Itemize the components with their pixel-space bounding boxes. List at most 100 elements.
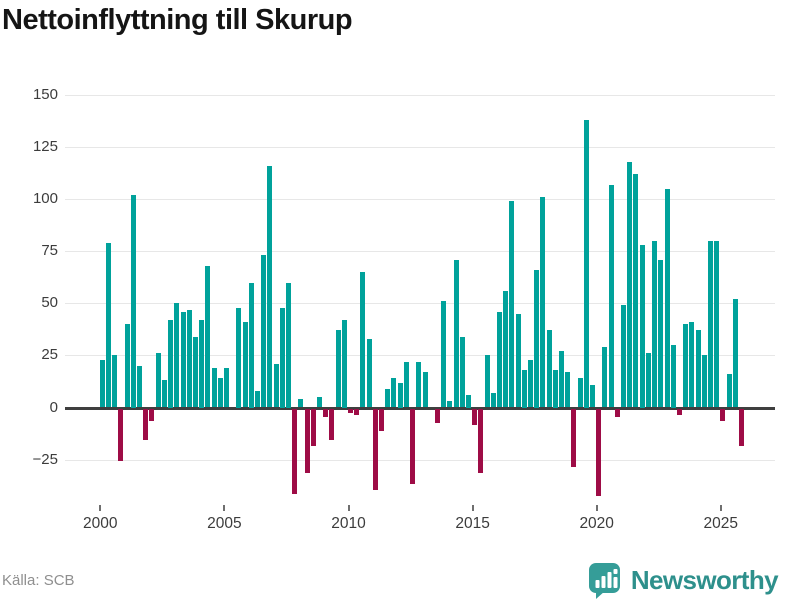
bar [397, 382, 403, 408]
bar [608, 184, 614, 408]
bar [354, 408, 360, 415]
bar [577, 378, 583, 408]
bar [521, 370, 527, 408]
bar [242, 322, 248, 408]
bar [329, 408, 335, 440]
bar [683, 324, 689, 408]
y-axis-label: 150 [32, 86, 58, 103]
bar [236, 307, 242, 408]
x-axis-tickmark [223, 505, 226, 511]
bar [161, 380, 167, 408]
bar [434, 408, 440, 424]
bar [341, 320, 347, 408]
y-axis-label: 0 [49, 398, 58, 416]
bar [217, 378, 223, 408]
x-axis-tickmark [595, 505, 598, 511]
bar [583, 120, 589, 408]
bar [199, 320, 205, 408]
bar [211, 367, 217, 408]
bar [273, 363, 279, 408]
bar [701, 355, 707, 408]
bar [447, 401, 453, 408]
bar [484, 355, 490, 408]
bar [515, 313, 521, 408]
bar [267, 165, 273, 408]
bar [205, 265, 211, 408]
bar [540, 197, 546, 408]
bar [372, 408, 378, 490]
bar [670, 345, 676, 408]
bar [509, 201, 515, 408]
bar [112, 355, 118, 408]
x-axis-tickmark [99, 505, 102, 511]
chart-title: Nettoinflyttning till Skurup [2, 4, 353, 36]
x-axis-label: 2020 [579, 515, 614, 532]
bar [323, 408, 329, 417]
bar [732, 299, 738, 408]
bar [726, 374, 732, 408]
gridline [65, 95, 775, 96]
bar [360, 272, 366, 408]
y-axis-label: 25 [41, 346, 58, 364]
bar [546, 330, 552, 408]
gridline [65, 251, 775, 253]
bar [590, 384, 595, 408]
bar [441, 301, 447, 408]
gridline [65, 459, 775, 461]
bar [627, 161, 633, 408]
bar [503, 290, 509, 408]
x-axis-label: 2010 [331, 515, 366, 532]
bar [465, 395, 471, 408]
newsworthy-wordmark: Newsworthy [630, 564, 779, 595]
bar [248, 282, 254, 408]
bar [106, 242, 111, 408]
bar [155, 353, 161, 408]
bar [180, 311, 186, 408]
bar [99, 359, 105, 408]
bar [130, 195, 136, 408]
bar [168, 320, 174, 408]
bar [410, 408, 416, 484]
bar [385, 388, 391, 408]
bar [348, 408, 353, 413]
bar [254, 390, 260, 408]
x-axis-zero-line [65, 406, 775, 410]
bar [559, 351, 564, 408]
x-axis-label: 2005 [207, 515, 242, 532]
bar [720, 408, 726, 421]
bar [317, 397, 322, 408]
x-axis-label: 2015 [455, 515, 490, 532]
bar [453, 259, 459, 408]
bar [335, 330, 341, 408]
bar [459, 336, 465, 408]
source-label: Källa: SCB [2, 572, 75, 589]
bar [304, 408, 310, 474]
bar [285, 282, 291, 408]
bar [652, 240, 657, 408]
bar [279, 307, 285, 408]
bar [124, 324, 130, 408]
bar [472, 408, 478, 426]
bar [416, 361, 422, 408]
bar [223, 367, 229, 408]
bar [391, 378, 397, 408]
x-axis-label: 2000 [83, 515, 118, 532]
bar [292, 408, 298, 494]
bar [422, 372, 428, 408]
bar [192, 336, 198, 408]
y-axis-label: 125 [32, 138, 58, 156]
bar [552, 370, 558, 408]
bar [261, 255, 267, 408]
gridline [65, 199, 775, 201]
bar [478, 408, 484, 474]
bar [676, 408, 682, 415]
bar [366, 338, 372, 408]
bar [149, 408, 155, 421]
bar [143, 408, 149, 440]
bar [639, 245, 645, 408]
gridline [65, 303, 775, 305]
bar [118, 408, 124, 461]
y-axis-label: 100 [32, 190, 58, 208]
bar [403, 361, 409, 408]
